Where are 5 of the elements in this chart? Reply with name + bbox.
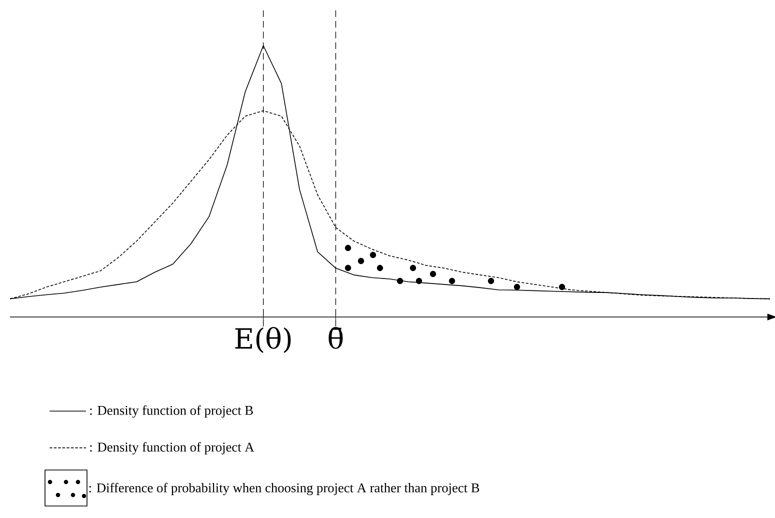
- text: : Difference of probability when choosing project A rather than project B: [89, 482, 480, 496]
- x-tick-label: θ̄: [328, 327, 343, 349]
- legend-label: : Density function of project B: [90, 405, 253, 418]
- x-tick-label: E(θ): [235, 327, 291, 353]
- legend-label: : Density function of project A: [90, 442, 254, 454]
